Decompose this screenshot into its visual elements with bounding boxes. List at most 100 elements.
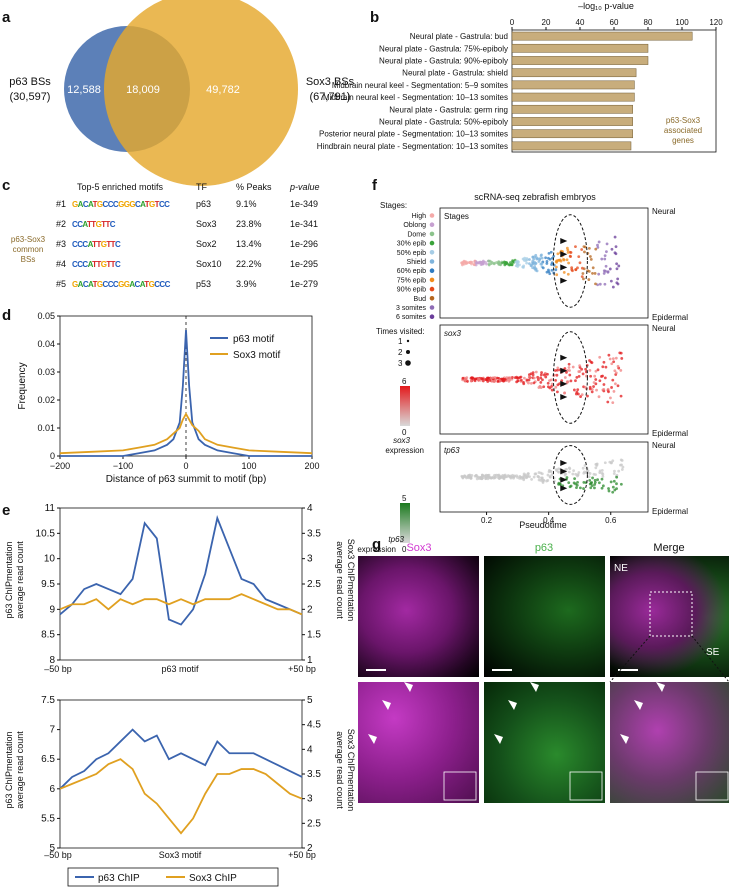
f-cell-point <box>594 247 598 251</box>
venn-right-set-count: (67,791) <box>310 91 351 103</box>
f-arrowhead <box>560 460 568 466</box>
f-cell-point <box>558 482 562 486</box>
cell-arrowhead <box>382 700 391 710</box>
f-cell-point <box>589 257 593 261</box>
f-cell-point <box>565 467 568 471</box>
e-ytick-right-label: 4.5 <box>307 720 321 731</box>
e-ytick-left-label: 9 <box>49 604 55 615</box>
f-cell-point <box>545 259 549 263</box>
f-arrowhead <box>560 264 568 271</box>
f-cell-point <box>609 396 612 400</box>
f-cell-point <box>619 482 623 486</box>
f-cell-point <box>522 259 526 262</box>
bar <box>511 56 649 65</box>
e-series-line <box>59 593 303 616</box>
motif-header-motifs: Top-5 enriched motifs <box>77 182 164 192</box>
f-cell-point <box>606 270 610 274</box>
f-cell-point <box>549 470 553 473</box>
f-cell-point <box>602 383 606 386</box>
f-cell-point <box>602 360 606 364</box>
f-cell-point <box>590 484 594 488</box>
f-cell-point <box>549 250 553 254</box>
f-cell-point <box>581 372 585 376</box>
motif-table: Top-5 enriched motifs TF % Peaks p-value… <box>11 182 320 289</box>
f-stage-dot <box>429 305 435 310</box>
f-cell-point <box>547 251 551 255</box>
f-cell-point <box>566 272 570 276</box>
f-cell-point <box>532 381 536 385</box>
f-tp63-colorbar: 5 0 tp63 expression <box>357 494 410 554</box>
d-series-line <box>59 412 313 455</box>
d-xtick-label: 0 <box>183 461 188 471</box>
f-cell-point <box>597 481 601 485</box>
f-cell-point <box>538 258 542 262</box>
f-cell-point <box>484 260 487 264</box>
f-cell-point <box>573 477 577 480</box>
f-cell-point <box>461 376 465 380</box>
cell-arrowhead <box>530 682 539 692</box>
f-cell-point <box>522 474 526 478</box>
f-cell-point <box>595 463 599 466</box>
f-cell-point <box>597 395 601 399</box>
f-cell-point <box>541 481 545 484</box>
f-cell-point <box>503 378 507 381</box>
f-stage-dot <box>429 296 435 301</box>
f-cell-point <box>525 378 529 382</box>
f-cell-point <box>576 388 580 392</box>
f-cell-point <box>542 373 546 377</box>
venn-left-set-count: (30,597) <box>10 91 51 103</box>
f-cell-point <box>578 364 582 368</box>
panel-label-b: b <box>370 9 379 26</box>
motif-pvalue: 1e-349 <box>290 199 318 209</box>
f-cell-point <box>525 261 529 265</box>
f-cell-point <box>550 473 554 477</box>
f-cell-point <box>617 264 621 268</box>
f-times-legend: 1 2 3 <box>398 337 411 368</box>
b-xtick-label: 20 <box>542 18 551 27</box>
f-cell-point <box>475 477 479 481</box>
f-neural-label: Neural <box>652 441 676 450</box>
inset-box <box>569 771 603 801</box>
d-xlabel: Distance of p63 summit to motif (bp) <box>106 474 267 485</box>
motif-tf: Sox10 <box>196 259 222 269</box>
f-cell-point <box>555 273 559 277</box>
f-stage-label: 60% epib <box>397 268 426 275</box>
f-cell-point <box>475 261 479 265</box>
f-cell-point <box>600 257 604 261</box>
f-cell-point <box>571 472 575 476</box>
f-cell-point <box>563 391 566 395</box>
venn-right-set-label: Sox3 BSs <box>306 76 355 88</box>
f-scatter-panel: Neural Epidermal Stages <box>439 207 688 322</box>
f-cell-point <box>606 400 610 404</box>
micrograph-sox3-bottom <box>358 682 479 803</box>
f-cell-point <box>601 365 605 369</box>
bar <box>511 31 693 41</box>
d-legend-label: Sox3 motif <box>233 350 280 361</box>
f-cell-point <box>528 375 531 379</box>
f-stage-dot <box>429 314 435 320</box>
b-xtick-label: 40 <box>576 18 585 27</box>
f-cell-point <box>538 384 542 388</box>
bar-category-label: Midbrain neural keel - Segmentation: 5–9… <box>332 81 508 90</box>
f-cell-point <box>616 364 620 368</box>
f-cell-point <box>527 381 530 385</box>
e-ytick-right-label: 2.5 <box>307 818 321 829</box>
e-ytick-right-label: 3 <box>307 554 313 565</box>
f-xtick-label: 0.4 <box>543 516 555 525</box>
venn-overlap-count: 18,009 <box>126 84 160 96</box>
f-stage-dot <box>429 286 435 292</box>
f-cell-point <box>544 375 548 379</box>
f-cell-point <box>586 394 589 398</box>
f-cell-point <box>615 487 618 491</box>
e-ytick-right-label: 4 <box>307 503 313 514</box>
d-ytick-label: 0.02 <box>37 395 55 405</box>
f-cell-point <box>589 374 593 378</box>
f-cell-point <box>597 272 601 276</box>
f-cell-point <box>486 376 490 380</box>
f-cell-point <box>598 379 602 383</box>
f-cell-point <box>499 475 502 479</box>
f-scatter-panel: Neural Epidermal tp63 <box>439 441 688 516</box>
f-cell-point <box>597 240 601 244</box>
f-cell-point <box>568 373 572 377</box>
f-cell-point <box>546 256 550 260</box>
